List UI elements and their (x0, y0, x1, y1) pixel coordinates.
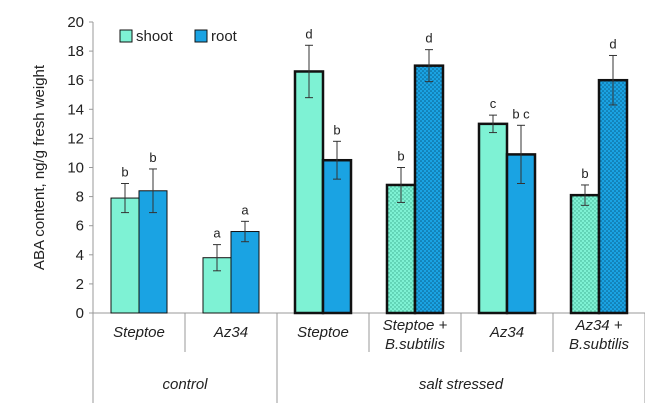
significance-label: d (609, 36, 616, 51)
significance-label: b (581, 166, 588, 181)
y-tick-label: 4 (76, 247, 84, 264)
significance-label: b (149, 150, 156, 165)
y-tick-label: 20 (67, 14, 84, 31)
y-tick-label: 16 (67, 72, 84, 89)
y-tick-label: 18 (67, 43, 84, 60)
legend-swatch-shoot (119, 29, 133, 43)
significance-label: b (121, 165, 128, 180)
y-tick-label: 0 (76, 305, 84, 322)
significance-label: c (490, 96, 497, 111)
significance-label: a (213, 226, 221, 241)
legend-label-shoot: shoot (136, 28, 174, 45)
y-tick-label: 12 (67, 130, 84, 147)
bars (110, 44, 629, 315)
y-tick-label: 8 (76, 189, 84, 206)
bar-shoot (293, 70, 325, 315)
legend: shoot root (119, 28, 238, 45)
category-label: Az34 (489, 324, 524, 341)
bar-shoot (110, 197, 140, 314)
category-label: Steptoe (113, 324, 165, 341)
legend-label-root: root (211, 28, 238, 45)
y-tick-label: 14 (67, 101, 84, 118)
labels: Steptoe Az34 Steptoe Steptoe + B.subtilis Az3… (113, 26, 629, 393)
y-tick-label: 10 (67, 160, 84, 177)
bar-root (138, 190, 168, 314)
bar-shoot (477, 122, 509, 315)
significance-label: b c (512, 106, 530, 121)
significance-label: d (305, 26, 312, 41)
significance-label: d (425, 31, 432, 46)
category-label: B.subtilis (569, 336, 630, 353)
category-label: Steptoe + (383, 317, 448, 334)
y-tick-label: 6 (76, 218, 84, 235)
bar-root (321, 158, 353, 315)
significance-label: b (397, 149, 404, 164)
group-label: salt stressed (419, 376, 504, 393)
bar-root (413, 64, 445, 315)
category-label: Steptoe (297, 324, 349, 341)
group-label: control (162, 376, 208, 393)
legend-swatch-root (194, 29, 208, 43)
bar-shoot (569, 193, 601, 315)
bar-shoot (385, 183, 417, 315)
category-label: B.subtilis (385, 336, 446, 353)
category-label: Az34 (213, 324, 248, 341)
significance-label: b (333, 122, 340, 137)
y-tick-label: 2 (76, 276, 84, 293)
axes: 0 2 4 6 8 10 12 14 16 18 20 ABA content, ng/g fresh… (31, 14, 645, 403)
category-label: Az34 + (574, 317, 622, 334)
bar-root (230, 231, 260, 314)
bar-root (597, 78, 629, 315)
significance-label: a (241, 202, 249, 217)
y-axis-title: ABA content, ng/g fresh weight (31, 64, 48, 270)
